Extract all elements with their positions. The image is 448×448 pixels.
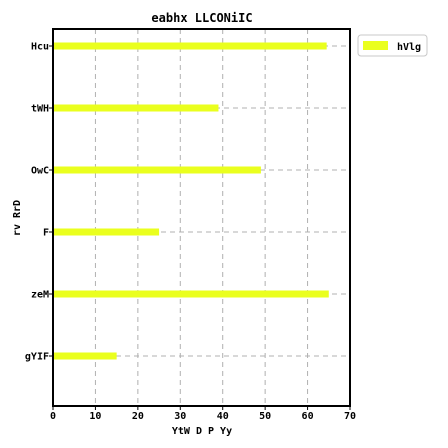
- legend: hVlg: [357, 34, 428, 57]
- y-tick-label: OwC: [31, 166, 49, 177]
- x-tick-label: 40: [217, 411, 229, 422]
- bar: [53, 42, 327, 50]
- legend-swatch: [363, 41, 388, 50]
- bar: [53, 166, 261, 174]
- x-tick-label: 60: [302, 411, 314, 422]
- chart-title: eabhx LLCONiIC: [151, 11, 252, 25]
- legend-label: hVlg: [397, 42, 421, 53]
- x-tick-label: 50: [259, 411, 271, 422]
- y-axis-title: rv RrD: [12, 200, 23, 236]
- y-tick-label: gYIF: [25, 352, 49, 363]
- x-axis-ticks: 0 10 20 30 40 50 60 70: [50, 406, 356, 422]
- bar: [53, 290, 329, 298]
- bar: [53, 104, 219, 112]
- bar: [53, 228, 160, 236]
- y-tick-label: F: [43, 228, 49, 239]
- x-tick-label: 20: [132, 411, 144, 422]
- y-tick-label: tWH: [31, 104, 49, 115]
- x-axis-title: YtW D P Yy: [172, 426, 232, 437]
- bar: [53, 352, 117, 360]
- grid: [53, 29, 350, 406]
- x-tick-label: 0: [50, 411, 56, 422]
- x-tick-label: 30: [174, 411, 186, 422]
- y-tick-label: zeM: [31, 290, 49, 301]
- y-tick-label: Hcu: [31, 42, 49, 53]
- plot-frame: [52, 28, 351, 407]
- x-tick-label: 10: [89, 411, 101, 422]
- bar-series: [53, 42, 329, 360]
- legend-frame: [357, 34, 428, 57]
- x-tick-label: 70: [344, 411, 356, 422]
